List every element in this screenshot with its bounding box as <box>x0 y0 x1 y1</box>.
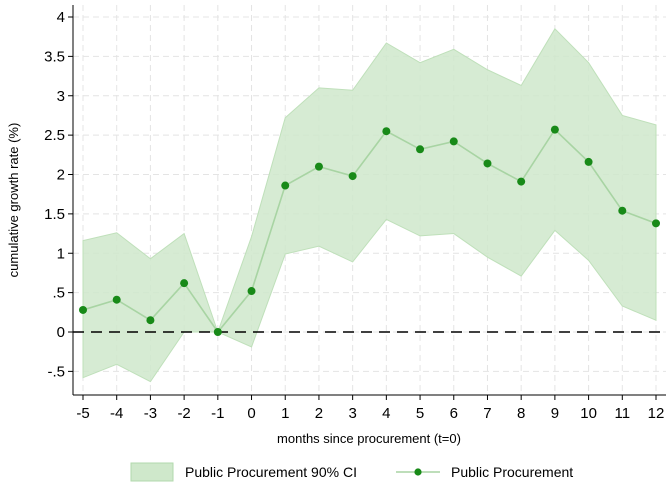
data-point <box>247 287 256 296</box>
data-point <box>146 316 155 325</box>
x-tick-labels: -5 -4 -3 -2 -1 0 1 2 3 4 5 6 7 8 9 10 11 12 <box>76 405 664 422</box>
x-tick-label: 0 <box>247 405 255 422</box>
x-tick-label: 5 <box>416 405 424 422</box>
data-point <box>483 159 492 168</box>
x-tick-label: 7 <box>483 405 491 422</box>
x-tick-label: 12 <box>648 405 665 422</box>
y-tick-label: .5 <box>52 285 65 302</box>
y-tick-label: 2 <box>57 167 65 184</box>
data-point <box>584 157 593 166</box>
data-point <box>79 305 87 314</box>
data-point <box>180 279 189 288</box>
data-point <box>382 127 391 136</box>
y-tick-label: -.5 <box>47 363 65 380</box>
y-tick-label: 0 <box>57 324 65 341</box>
x-tick-label: -3 <box>144 405 157 422</box>
data-point <box>213 328 222 336</box>
y-tick-label: 1.5 <box>44 206 65 223</box>
x-tick-label: 8 <box>517 405 525 422</box>
legend-marker <box>414 468 422 476</box>
y-tick-label: 2.5 <box>44 127 65 144</box>
x-tick-label: -5 <box>76 405 89 422</box>
data-point <box>348 172 357 181</box>
confidence-band-area <box>82 28 657 383</box>
x-tick-label: 3 <box>348 405 356 422</box>
series-line-path <box>82 128 657 334</box>
data-point <box>449 137 458 146</box>
x-tick-label: -1 <box>211 405 224 422</box>
data-point <box>281 181 290 190</box>
x-tick-label: 2 <box>315 405 323 422</box>
axes <box>68 5 666 400</box>
x-tick-label: -4 <box>110 405 123 422</box>
legend-band-label: Public Procurement 90% CI <box>185 464 357 480</box>
y-tick-label: 3 <box>57 88 65 105</box>
data-point <box>618 206 627 215</box>
y-axis-title: cumulative growth rate (%) <box>6 123 21 278</box>
x-tick-label: 1 <box>281 405 289 422</box>
legend: Public Procurement 90% CI Public Procure… <box>130 462 573 482</box>
data-point <box>550 125 559 134</box>
y-tick-label: 4 <box>57 9 65 26</box>
x-tick-label: 9 <box>551 405 559 422</box>
legend-line-label: Public Procurement <box>451 464 573 480</box>
x-tick-label: 11 <box>615 405 631 422</box>
legend-band-swatch <box>130 462 174 482</box>
data-point <box>517 177 526 186</box>
x-tick-label: 10 <box>580 405 597 422</box>
series-line <box>82 128 657 334</box>
y-tick-label: 1 <box>57 245 65 262</box>
x-tick-label: 6 <box>450 405 458 422</box>
y-tick-label: 3.5 <box>44 48 65 65</box>
data-point <box>416 145 425 154</box>
x-tick-label: 4 <box>382 405 390 422</box>
data-point <box>652 219 660 228</box>
series-points <box>79 125 660 336</box>
confidence-band <box>82 28 657 383</box>
data-point <box>112 295 121 304</box>
x-tick-label: -2 <box>177 405 190 422</box>
y-tick-labels: -.5 0 .5 1 1.5 2 2.5 3 3.5 4 <box>44 9 65 380</box>
data-point <box>314 162 323 171</box>
x-axis-title: months since procurement (t=0) <box>277 431 461 446</box>
